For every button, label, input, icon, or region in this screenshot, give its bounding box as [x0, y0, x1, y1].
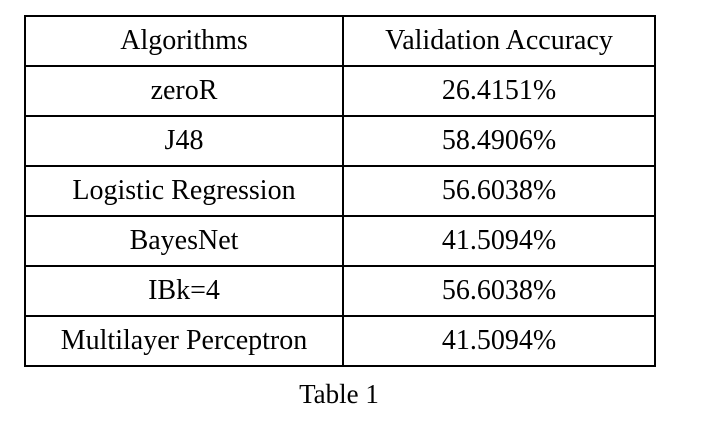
algorithm-cell: zeroR — [24, 65, 344, 117]
accuracy-cell: 26.4151% — [342, 65, 656, 117]
table-row: zeroR 26.4151% — [24, 65, 656, 117]
accuracy-cell: 56.6038% — [342, 165, 656, 217]
accuracy-cell: 41.5094% — [342, 215, 656, 267]
accuracy-cell: 58.4906% — [342, 115, 656, 167]
accuracy-cell: 41.5094% — [342, 315, 656, 367]
header-row: Algorithms Validation Accuracy — [24, 15, 656, 67]
table-row: J48 58.4906% — [24, 115, 656, 167]
table-row: BayesNet 41.5094% — [24, 215, 656, 267]
header-algorithms: Algorithms — [24, 15, 344, 67]
algorithm-cell: Multilayer Perceptron — [24, 315, 344, 367]
table-caption: Table 1 — [299, 379, 379, 409]
header-validation-accuracy: Validation Accuracy — [342, 15, 656, 67]
algorithm-cell: BayesNet — [24, 215, 344, 267]
algorithm-cell: Logistic Regression — [24, 165, 344, 217]
results-table: Algorithms Validation Accuracy zeroR 26.… — [24, 15, 656, 367]
accuracy-cell: 56.6038% — [342, 265, 656, 317]
algorithm-cell: J48 — [24, 115, 344, 167]
algorithm-cell: IBk=4 — [24, 265, 344, 317]
table-row: Multilayer Perceptron 41.5094% — [24, 315, 656, 367]
table-row: Logistic Regression 56.6038% — [24, 165, 656, 217]
table-row: IBk=4 56.6038% — [24, 265, 656, 317]
